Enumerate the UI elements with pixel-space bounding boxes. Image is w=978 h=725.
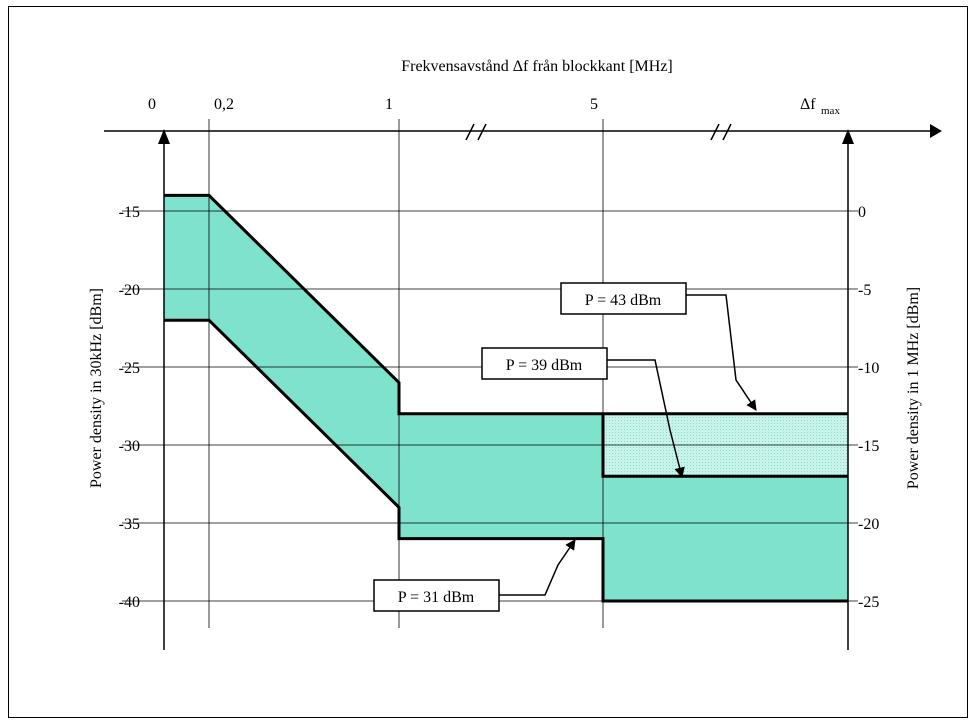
top-axis-arrowhead xyxy=(930,124,942,138)
boundary-p43 xyxy=(164,193,848,416)
axis-break-mark-2 xyxy=(710,123,732,141)
band-fills xyxy=(164,195,848,601)
axis-break-mark-1 xyxy=(465,123,487,141)
top-axis-title: Frekvensavstånd Δf från blockkant [MHz] xyxy=(401,58,673,75)
left-tick-labels: -15 -20 -25 -30 -35 -40 xyxy=(119,204,140,611)
right-tick-label-2: -10 xyxy=(858,360,879,377)
annotation-p39: P = 39 dBm xyxy=(481,347,685,479)
top-tick-delta-f-max: Δf max xyxy=(800,96,840,117)
annotation-p43-text: P = 43 dBm xyxy=(585,292,662,309)
annotation-p43-arrow xyxy=(686,294,757,411)
right-tick-label-1: -5 xyxy=(858,282,871,299)
delta-f-label: Δf xyxy=(800,96,816,113)
left-axis-title: Power density in 30kHz [dBm] xyxy=(88,288,105,488)
top-tick-1: 1 xyxy=(385,96,393,113)
left-tick-label-1: -20 xyxy=(119,282,140,299)
delta-f-subscript: max xyxy=(821,105,840,117)
left-tick-label-2: -25 xyxy=(119,360,140,377)
left-tick-label-5: -40 xyxy=(119,594,140,611)
right-tick-label-3: -15 xyxy=(858,438,879,455)
left-axis-arrowhead xyxy=(158,129,170,144)
left-tick-label-3: -30 xyxy=(119,438,140,455)
annotation-p31-box xyxy=(373,579,500,612)
annotation-p43: P = 43 dBm xyxy=(560,282,757,411)
boundary-lines xyxy=(164,193,848,603)
boundary-p39 xyxy=(601,413,848,478)
top-tick-0-2: 0,2 xyxy=(214,96,234,113)
band-fill-right xyxy=(603,476,848,601)
band-fill-main xyxy=(164,195,603,539)
right-axis-title: Power density in 1 MHz [dBm] xyxy=(905,287,922,489)
right-tick-label-5: -25 xyxy=(858,594,879,611)
left-tick-label-0: -15 xyxy=(119,204,140,221)
annotation-p39-text: P = 39 dBm xyxy=(506,357,583,374)
annotation-p31-text: P = 31 dBm xyxy=(398,589,475,606)
right-tick-label-0: 0 xyxy=(858,204,866,221)
annotation-p43-box xyxy=(560,282,687,315)
right-tick-labels: 0 -5 -10 -15 -20 -25 xyxy=(858,204,879,611)
right-tick-label-4: -20 xyxy=(858,516,879,533)
top-tick-5: 5 xyxy=(590,96,598,113)
annotation-p39-arrow xyxy=(607,359,685,479)
annotation-p31: P = 31 dBm xyxy=(373,539,576,612)
boundary-p31 xyxy=(164,318,848,603)
annotation-p31-arrow xyxy=(499,539,576,596)
annotation-p39-box xyxy=(481,347,608,380)
left-tick-label-4: -35 xyxy=(119,516,140,533)
top-tick-0: 0 xyxy=(148,96,156,113)
right-axis-arrowhead xyxy=(842,129,854,144)
